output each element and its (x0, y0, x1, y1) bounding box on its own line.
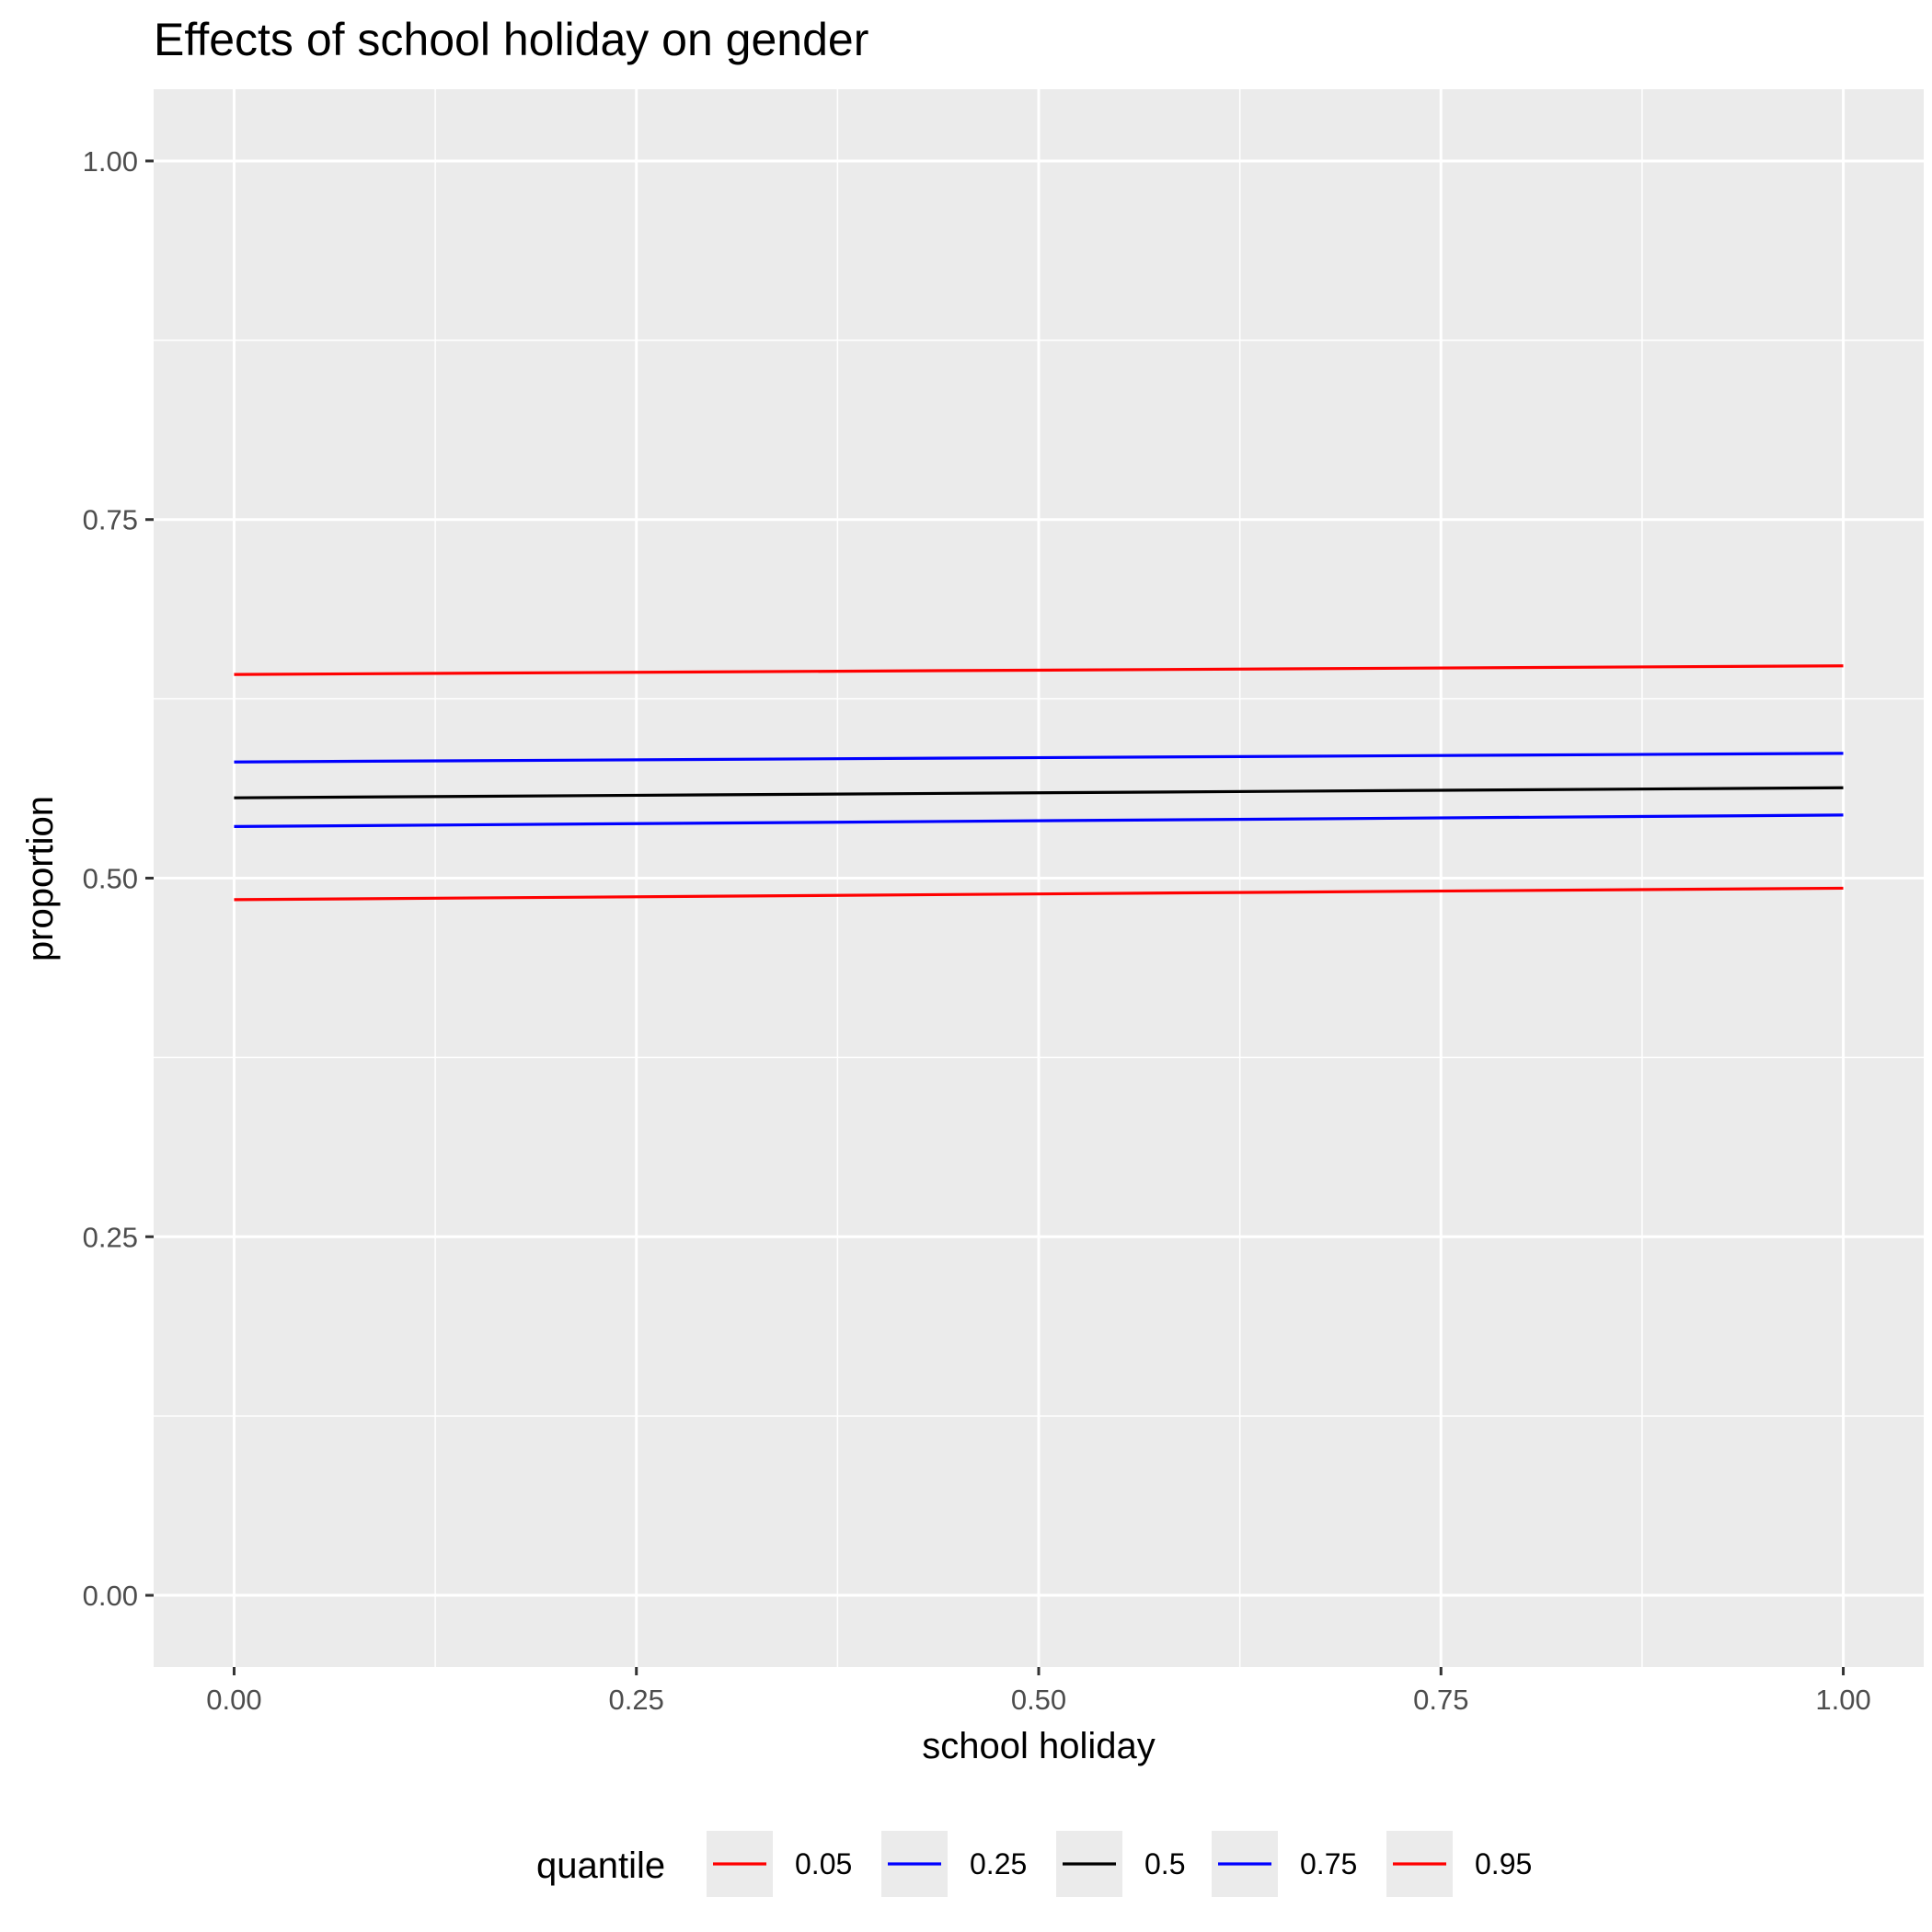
legend: quantile 0.05 0.25 0.5 0.75 0.95 (536, 1831, 1532, 1897)
series-line-0.75 (234, 752, 1844, 764)
legend-label-0.5: 0.5 (1144, 1847, 1185, 1880)
legend-label-0.75: 0.75 (1300, 1847, 1357, 1880)
y-tick-label: 0.00 (83, 1580, 138, 1612)
y-axis-title: proportion (20, 796, 61, 961)
x-tick-label: 0.00 (206, 1684, 261, 1716)
legend-label-0.25: 0.25 (970, 1847, 1027, 1880)
x-axis: 0.00 0.25 0.50 0.75 1.00 (206, 1667, 1871, 1716)
x-tick-label: 0.75 (1413, 1684, 1468, 1716)
legend-label-0.95: 0.95 (1475, 1847, 1532, 1880)
chart-title: Effects of school holiday on gender (154, 14, 868, 65)
legend-label-0.05: 0.05 (795, 1847, 852, 1880)
major-gridlines (154, 89, 1924, 1667)
series-line-0.25 (234, 813, 1844, 828)
legend-title: quantile (536, 1846, 665, 1886)
x-axis-title: school holiday (922, 1726, 1156, 1766)
series-line-0.5 (234, 786, 1844, 799)
x-tick-label: 0.50 (1011, 1684, 1066, 1716)
series-line-0.05 (234, 886, 1844, 902)
series-line-0.95 (234, 664, 1844, 676)
x-tick-label: 0.25 (609, 1684, 664, 1716)
series-lines (234, 664, 1844, 902)
y-tick-label: 0.75 (83, 504, 138, 536)
y-tick-label: 0.25 (83, 1221, 138, 1253)
y-axis: 0.00 0.25 0.50 0.75 1.00 (83, 145, 154, 1612)
y-tick-label: 1.00 (83, 145, 138, 178)
y-tick-label: 0.50 (83, 863, 138, 895)
x-tick-label: 1.00 (1815, 1684, 1870, 1716)
